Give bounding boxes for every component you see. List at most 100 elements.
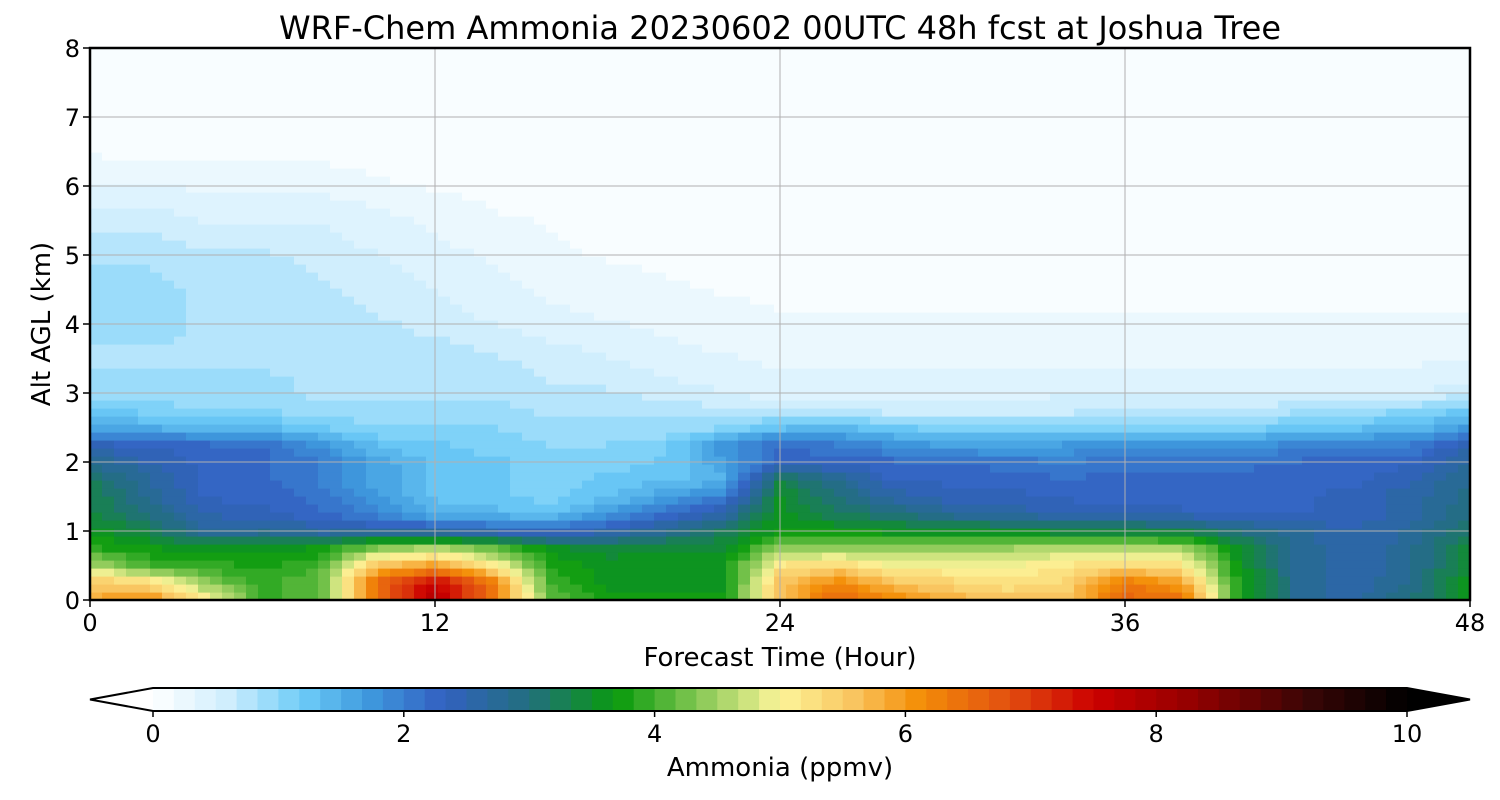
field-cell xyxy=(450,168,463,177)
field-cell xyxy=(498,104,511,113)
field-cell xyxy=(750,368,763,377)
field-cell xyxy=(882,424,895,433)
field-cell xyxy=(654,584,667,593)
field-cell xyxy=(858,248,871,257)
field-cell xyxy=(426,464,439,473)
field-cell xyxy=(534,424,547,433)
field-cell xyxy=(678,328,691,337)
field-cell xyxy=(882,208,895,217)
field-cell xyxy=(114,296,127,305)
field-cell xyxy=(402,192,415,201)
field-cell xyxy=(174,224,187,233)
field-cell xyxy=(150,264,163,273)
field-cell xyxy=(318,336,331,345)
field-cell xyxy=(846,480,859,489)
field-cell xyxy=(810,536,823,545)
field-cell xyxy=(582,88,595,97)
field-cell xyxy=(570,368,583,377)
field-cell xyxy=(930,96,943,105)
field-cell xyxy=(390,216,403,225)
field-cell xyxy=(834,448,847,457)
field-cell xyxy=(846,456,859,465)
field-cell xyxy=(870,200,883,209)
field-cell xyxy=(906,152,919,161)
field-cell xyxy=(150,304,163,313)
field-cell xyxy=(234,152,247,161)
field-cell xyxy=(618,440,631,449)
field-cell xyxy=(534,208,547,217)
field-cell xyxy=(762,216,775,225)
field-cell xyxy=(270,368,283,377)
field-cell xyxy=(474,96,487,105)
field-cell xyxy=(198,512,211,521)
field-cell xyxy=(126,408,139,417)
field-cell xyxy=(942,216,955,225)
field-cell xyxy=(750,200,763,209)
field-cell xyxy=(354,368,367,377)
field-cell xyxy=(126,296,139,305)
field-cell xyxy=(954,456,967,465)
field-cell xyxy=(198,416,211,425)
field-cell xyxy=(942,264,955,273)
field-cell xyxy=(318,328,331,337)
field-cell xyxy=(450,576,463,585)
field-cell xyxy=(258,136,271,145)
field-cell xyxy=(390,280,403,289)
field-cell xyxy=(726,104,739,113)
field-cell xyxy=(570,160,583,169)
field-cell xyxy=(210,256,223,265)
field-cell xyxy=(690,328,703,337)
field-cell xyxy=(762,544,775,553)
field-cell xyxy=(486,240,499,249)
field-cell xyxy=(918,360,931,369)
field-cell xyxy=(390,536,403,545)
field-cell xyxy=(930,104,943,113)
field-cell xyxy=(426,152,439,161)
field-cell xyxy=(786,432,799,441)
field-cell xyxy=(162,416,175,425)
field-cell xyxy=(822,568,835,577)
field-cell xyxy=(90,248,103,257)
field-cell xyxy=(546,584,559,593)
field-cell xyxy=(714,64,727,73)
field-cell xyxy=(270,304,283,313)
field-cell xyxy=(690,560,703,569)
field-cell xyxy=(546,304,559,313)
field-cell xyxy=(930,256,943,265)
field-cell xyxy=(486,120,499,129)
field-cell xyxy=(642,360,655,369)
field-cell xyxy=(486,64,499,73)
field-cell xyxy=(390,200,403,209)
field-cell xyxy=(750,584,763,593)
field-cell xyxy=(510,424,523,433)
field-cell xyxy=(306,168,319,177)
field-cell xyxy=(834,64,847,73)
field-cell xyxy=(366,400,379,409)
field-cell xyxy=(318,544,331,553)
field-cell xyxy=(846,64,859,73)
field-cell xyxy=(702,328,715,337)
field-cell xyxy=(834,48,847,57)
field-cell xyxy=(378,88,391,97)
field-cell xyxy=(822,288,835,297)
field-cell xyxy=(786,584,799,593)
field-cell xyxy=(306,464,319,473)
field-cell xyxy=(282,512,295,521)
field-cell xyxy=(846,496,859,505)
field-cell xyxy=(858,528,871,537)
field-cell xyxy=(594,584,607,593)
field-cell xyxy=(822,448,835,457)
field-cell xyxy=(942,176,955,185)
field-cell xyxy=(498,72,511,81)
field-cell xyxy=(462,176,475,185)
field-cell xyxy=(558,64,571,73)
field-cell xyxy=(318,312,331,321)
field-cell xyxy=(222,296,235,305)
field-cell xyxy=(438,392,451,401)
field-cell xyxy=(894,248,907,257)
field-cell xyxy=(486,360,499,369)
field-cell xyxy=(522,592,535,600)
field-cell xyxy=(186,80,199,89)
field-cell xyxy=(618,272,631,281)
field-cell xyxy=(414,528,427,537)
